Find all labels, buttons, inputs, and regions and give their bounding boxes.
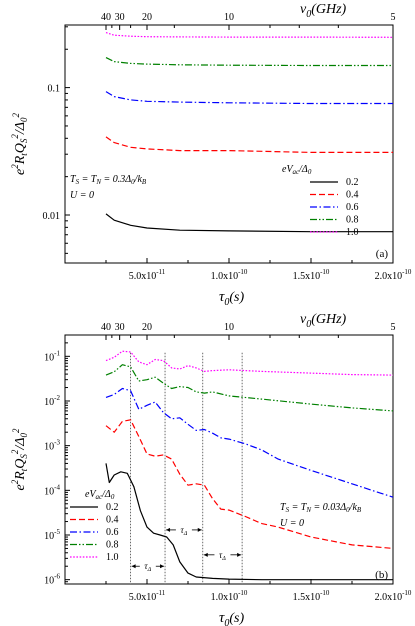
legend-label-0.8: 0.8	[346, 215, 359, 226]
series-line-0.6	[105, 91, 393, 105]
tau-delta-label: τΔ	[219, 550, 226, 562]
x-tick-label: 5.0x10-11​	[129, 268, 166, 282]
x-tick-label: 1.0x10-10​	[211, 268, 248, 282]
y-tick-label: 10-1​	[44, 349, 60, 363]
legend-label-0.4: 0.4	[106, 515, 119, 526]
top-tick-label: 40	[101, 12, 111, 23]
top-tick-label: 40	[101, 322, 111, 333]
y-tick-label: 0.01	[43, 211, 61, 222]
legend-label-0.6: 0.6	[346, 202, 359, 213]
chart-panel-b: 5.0x10-11​ 1.0x10-10​ 1.5x10-10​ 2.0x10-10​…	[10, 312, 412, 626]
series-line-0.8	[105, 57, 393, 67]
y-tick-label: 10-6​	[44, 573, 60, 587]
series-line-1.0	[105, 350, 394, 376]
plot-frame	[64, 24, 394, 264]
top-tick-label: 5	[391, 12, 396, 23]
tau-delta-label: τΔ	[181, 525, 188, 537]
top-tick-label: 5	[391, 322, 396, 333]
series-line-0.4	[105, 136, 393, 153]
top-tick-label: 30	[115, 12, 125, 23]
panel-label: (b)	[375, 569, 388, 581]
y-tick-label: 10-2​	[44, 394, 60, 408]
legend-label-0.2: 0.2	[106, 502, 119, 513]
series-line-0.6	[105, 387, 394, 498]
series-line-0.2	[105, 213, 393, 233]
x-tick-label: 1.5x10-10​	[293, 589, 330, 603]
tau-arrow-head	[131, 564, 136, 569]
tau-delta-label: τΔ	[144, 561, 151, 573]
y-tick-label: 10-4​	[44, 483, 60, 497]
legend-label-0.2: 0.2	[346, 177, 359, 188]
top-tick-label: 30	[115, 322, 125, 333]
top-axis-label: ν0(GHz)	[300, 2, 347, 20]
y-tick-label: 10-5​	[44, 528, 60, 542]
tau-arrow-head	[160, 564, 165, 569]
panel-label: (a)	[376, 248, 389, 260]
legend-title: eVac/Δ0	[85, 489, 115, 501]
legend-label-0.6: 0.6	[106, 527, 119, 538]
x-tick-label: 2.0x10-10​	[375, 268, 412, 282]
tau-arrow-head	[203, 552, 208, 557]
x-axis-label: τ0(s)	[219, 610, 244, 626]
top-tick-label: 20	[142, 12, 152, 23]
top-axis-label: ν0(GHz)	[300, 312, 347, 330]
y-axis-label: e2RtQS2/Δ02	[10, 112, 29, 175]
series-line-0.2	[105, 463, 393, 581]
top-tick-label: 10	[224, 322, 234, 333]
y-tick-label: 0.1	[48, 84, 61, 95]
tau-arrow-head	[197, 527, 202, 532]
series-line-1.0	[105, 32, 394, 38]
chart-panel-a: 5.0x10-11​ 1.0x10-10​ 1.5x10-10​ 2.0x10-10​…	[10, 2, 412, 308]
x-tick-label: 1.5x10-10​	[293, 268, 330, 282]
legend-label-0.4: 0.4	[346, 190, 359, 201]
tau-arrow-head	[166, 527, 171, 532]
x-axis-label: τ0(s)	[219, 289, 244, 308]
x-tick-label: 5.0x10-11​	[129, 589, 166, 603]
y-tick-label: 10-3​	[44, 439, 60, 453]
legend-label-1.0: 1.0	[106, 552, 119, 563]
tau-arrow-head	[237, 552, 242, 557]
x-tick-label: 2.0x10-10​	[375, 589, 412, 603]
top-tick-label: 20	[142, 322, 152, 333]
top-tick-label: 10	[224, 12, 234, 23]
temperature-annotation: TS = TN = 0.03Δ0/kB	[280, 502, 362, 514]
series-line-0.4	[105, 419, 394, 549]
x-tick-label: 1.0x10-10​	[211, 589, 248, 603]
y-axis-label: e2RtQS2/Δ02	[10, 428, 29, 491]
legend-label-0.8: 0.8	[106, 540, 119, 551]
temperature-annotation: TS = TN = 0.3Δ0/kB	[70, 174, 147, 186]
legend-title: eVac/Δ0	[282, 164, 312, 176]
coupling-annotation: U = 0	[280, 518, 304, 529]
legend-label-1.0: 1.0	[346, 227, 359, 238]
series-line-0.8	[105, 364, 394, 412]
coupling-annotation: U = 0	[70, 190, 94, 201]
